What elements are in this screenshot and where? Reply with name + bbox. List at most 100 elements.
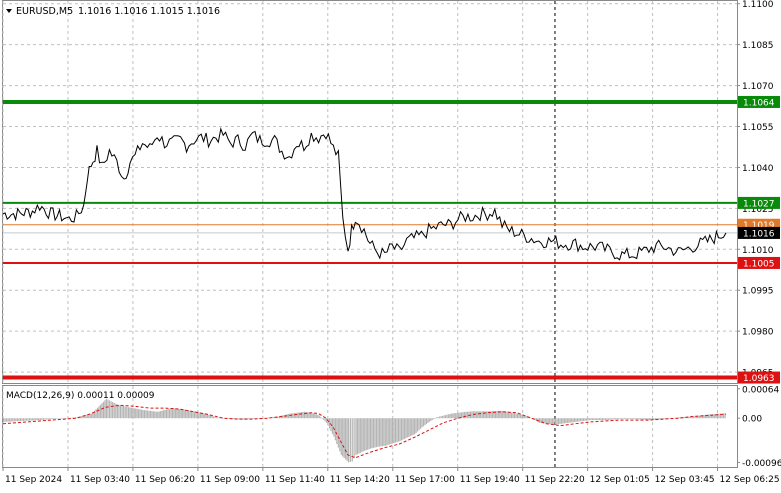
macd-histogram-bar [284, 414, 287, 419]
macd-histogram-bar [557, 418, 560, 425]
macd-histogram-bar [547, 418, 549, 424]
macd-histogram-bar [176, 408, 178, 419]
macd-histogram-bar [386, 418, 388, 446]
macd-histogram-bar [372, 418, 375, 448]
macd-histogram-bar [560, 418, 563, 424]
macd-histogram-bar [534, 418, 536, 421]
ohlc-values: 1.1016 1.1016 1.1015 1.1016 [78, 6, 220, 17]
macd-histogram-bar [471, 411, 473, 419]
level-price-label: 1.1027 [743, 199, 775, 209]
macd-histogram-bar [317, 414, 319, 419]
macd-histogram-bar [613, 418, 615, 420]
macd-histogram-bar [358, 418, 360, 454]
macd-histogram-bar [644, 418, 646, 420]
macd-histogram-bar [305, 411, 307, 419]
macd-histogram-bar [142, 409, 144, 419]
macd-histogram-bar [214, 416, 216, 419]
macd-histogram-bar [546, 418, 548, 424]
macd-histogram-bar [129, 407, 131, 419]
price-series [2, 127, 727, 261]
macd-histogram-bar [186, 409, 188, 419]
macd-histogram-bar [196, 411, 198, 419]
macd-histogram-bar [437, 416, 439, 419]
x-tick-label: 11 Sep 2024 [5, 475, 62, 485]
macd-histogram-bar [387, 418, 389, 445]
macd-histogram-bar [481, 411, 483, 419]
macd-histogram-bar [59, 418, 61, 419]
macd-histogram-bar [422, 418, 425, 427]
macd-histogram-bar [574, 418, 576, 423]
macd-histogram-bar [553, 418, 555, 425]
level-price-tag [738, 95, 780, 108]
macd-histogram-bar [477, 411, 479, 419]
macd-histogram-bar [215, 417, 218, 419]
macd-histogram-bar [138, 409, 140, 419]
macd-histogram-bar [443, 415, 445, 419]
macd-histogram-bar [252, 418, 254, 419]
macd-histogram-bar [51, 418, 54, 420]
macd-histogram-bar [518, 413, 520, 419]
macd-histogram-bar [355, 418, 357, 456]
macd-histogram-bar [380, 418, 382, 447]
macd-histogram-bar [280, 415, 282, 419]
macd-histogram-bar [95, 409, 97, 419]
macd-histogram-bar [647, 418, 649, 420]
macd-histogram-bar [421, 418, 423, 428]
macd-histogram-bar [48, 418, 51, 420]
macd-histogram-bar [704, 414, 706, 419]
macd-histogram-bar [516, 413, 518, 419]
macd-histogram-bar [722, 413, 725, 419]
macd-histogram-bar [343, 418, 345, 458]
macd-histogram-bar [718, 413, 720, 419]
macd-histogram-bar [309, 412, 312, 419]
macd-histogram-bar [320, 416, 322, 419]
macd-histogram-bar [211, 415, 213, 419]
collapse-triangle-icon[interactable] [6, 9, 12, 13]
macd-histogram-bar [678, 417, 680, 419]
macd-histogram-bar [579, 418, 582, 422]
y-tick-label: 1.1010 [742, 246, 774, 256]
macd-histogram-bar [28, 418, 31, 421]
macd-histogram-bar [361, 418, 363, 453]
macd-histogram-bar [12, 418, 14, 422]
macd-histogram-bar [466, 411, 469, 419]
macd-histogram-bar [24, 418, 26, 421]
macd-histogram-bar [625, 418, 627, 420]
macd-histogram-bar [569, 418, 571, 423]
macd-histogram-bar [640, 418, 642, 420]
macd-histogram-bar [198, 412, 200, 419]
macd-histogram-bar [393, 418, 395, 444]
macd-histogram-bar [377, 418, 379, 447]
macd-histogram-bar [458, 412, 460, 419]
symbol-label: EURUSD,M5 [16, 6, 73, 17]
macd-histogram-bar [195, 411, 197, 419]
macd-histogram-bar [267, 417, 269, 419]
macd-histogram-bar [3, 418, 5, 422]
macd-histogram-bar [628, 418, 630, 420]
macd-histogram-bar [488, 411, 491, 419]
macd-histogram-bar [359, 418, 361, 453]
macd-histogram-bar [626, 418, 629, 420]
macd-histogram-bar [82, 415, 84, 419]
macd-histogram-bar [494, 411, 496, 419]
macd-histogram-bar [593, 418, 595, 421]
macd-histogram-bar [208, 414, 210, 419]
macd-histogram-bar [10, 418, 12, 422]
x-tick-label: 11 Sep 22:20 [525, 475, 585, 485]
macd-histogram-bar [165, 409, 168, 419]
macd-histogram-bar [171, 408, 174, 419]
y-tick-label: 1.0980 [742, 328, 774, 338]
macd-histogram-bar [116, 404, 118, 419]
macd-histogram-bar [243, 418, 245, 420]
macd-histogram-bar [42, 418, 44, 420]
macd-histogram-bar [333, 418, 335, 437]
macd-histogram-bar [237, 418, 240, 420]
macd-histogram-bar [474, 411, 476, 419]
macd-histogram-bar [688, 416, 690, 419]
y-tick-label: 1.1100 [742, 0, 774, 10]
macd-histogram-bar [403, 418, 405, 440]
macd-histogram-bar [36, 418, 38, 421]
level-lines [3, 99, 737, 380]
macd-histogram-bar [609, 418, 611, 420]
